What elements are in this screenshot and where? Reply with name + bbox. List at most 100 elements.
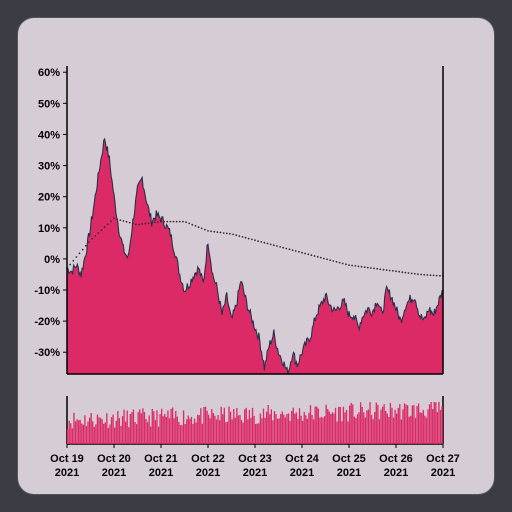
volume-bar (413, 405, 415, 444)
volume-bar (93, 427, 95, 444)
volume-bar (344, 412, 346, 444)
ma-dot (360, 265, 363, 268)
ma-dot (345, 263, 347, 266)
volume-bar (171, 407, 174, 444)
ma-dot (178, 220, 181, 223)
ma-dot (316, 255, 319, 258)
volume-bar (289, 420, 291, 444)
volume-bar (200, 408, 202, 444)
ma-dot (247, 237, 250, 240)
volume-bar (391, 407, 393, 444)
volume-bar (85, 426, 88, 444)
ma-dot (100, 229, 103, 232)
volume-bar (347, 421, 349, 444)
ma-dot (188, 222, 191, 225)
ma-dot (166, 220, 169, 223)
volume-bar (81, 423, 83, 444)
ma-dot (235, 234, 238, 237)
volume-bar (173, 418, 175, 444)
y-tick-label: -30% (34, 347, 60, 359)
ma-dot (200, 227, 203, 230)
volume-bar (182, 410, 185, 444)
volume-bar (380, 409, 382, 444)
volume-bar (112, 414, 114, 444)
volume-bar (228, 406, 230, 444)
volume-bar (405, 404, 407, 444)
y-tick-label: -10% (34, 285, 60, 297)
volume-bar (286, 413, 288, 444)
volume-bar (240, 420, 243, 444)
x-tick-label: Oct 25 (332, 453, 366, 465)
volume-bar (361, 406, 363, 444)
volume-bar (212, 413, 215, 444)
volume-bar (435, 402, 437, 444)
ma-dot (122, 220, 125, 222)
volume-bar (109, 424, 111, 444)
volume-bar (330, 414, 332, 444)
price-line (66, 137, 444, 375)
ma-dot (210, 230, 213, 233)
volume-bar (120, 426, 122, 444)
chart: 60% 50% 40% 30% 20% 10% 0% -10% -20% -30% Oct 19 2… (34, 66, 460, 479)
x-axis-ticks: Oct 19 2021 Oct 20 2021 Oct 21 2021 Oct 22 2021… (50, 444, 460, 479)
volume-bar (295, 412, 298, 444)
volume-bar (234, 417, 236, 444)
volume-bar (410, 415, 412, 444)
ma-dot (229, 232, 231, 235)
ma-dot (94, 235, 97, 237)
volume-bar (195, 422, 197, 444)
volume-bar (79, 420, 81, 444)
y-tick-label: 20% (38, 192, 60, 204)
ma-dot (388, 269, 391, 272)
volume-bar (312, 419, 315, 444)
axes (66, 66, 444, 375)
volume-bar (273, 411, 276, 444)
ma-dot (225, 232, 228, 235)
ma-dot (373, 267, 375, 270)
x-tick-year: 2021 (149, 467, 173, 479)
volume-bar (236, 408, 238, 444)
volume-bar (146, 422, 149, 444)
ma-dot (110, 220, 112, 223)
ma-dot (323, 257, 325, 260)
ma-dot (288, 248, 291, 251)
volume-bar (118, 418, 121, 444)
volume-bar (302, 420, 304, 444)
volume-bar (320, 416, 323, 444)
volume-bar (370, 414, 373, 444)
volume-bar (345, 409, 348, 444)
volume-bar (333, 413, 335, 444)
volume-bar (406, 405, 409, 444)
ma-dot (185, 221, 188, 224)
ma-dot (420, 273, 422, 276)
price-area (67, 139, 443, 374)
ma-dot (197, 226, 200, 229)
volume-bar (421, 412, 423, 444)
ma-dot (276, 245, 278, 247)
volume-bar (294, 413, 296, 444)
ma-dot (91, 237, 93, 240)
ma-dot (172, 220, 175, 223)
volume-bar (162, 416, 164, 444)
volume-bar (226, 421, 229, 444)
ma-dot (326, 258, 328, 261)
volume-bar (110, 417, 113, 444)
ma-dot (260, 241, 263, 243)
ma-dot (398, 270, 400, 273)
volume-bar (356, 414, 359, 444)
volume-bar (402, 409, 404, 444)
ma-dot (222, 232, 225, 234)
volume-bar (103, 423, 105, 444)
volume-bar (237, 415, 240, 444)
volume-bar (427, 409, 429, 444)
ma-dot (135, 223, 137, 226)
volume-bar (132, 409, 135, 444)
volume-bar (179, 425, 182, 444)
volume-bar (192, 423, 194, 444)
volume-bar (225, 422, 227, 444)
volume-bar (287, 413, 290, 444)
ma-dot (366, 266, 369, 269)
volume-bar (124, 421, 127, 444)
volume-bar (272, 420, 274, 444)
volume-bar (229, 411, 232, 444)
